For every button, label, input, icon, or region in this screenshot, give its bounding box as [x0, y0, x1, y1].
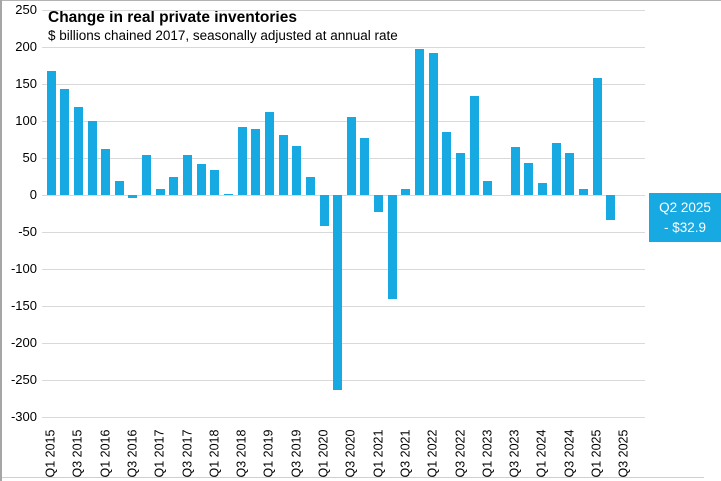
y-axis-tick-label: 50 — [22, 150, 37, 165]
bar — [401, 188, 411, 196]
x-axis-tick-label: Q3 2023 — [507, 429, 522, 478]
bar — [360, 137, 370, 196]
y-axis-tick-label: 150 — [15, 76, 37, 91]
gridline — [42, 343, 645, 344]
bar — [101, 149, 111, 196]
bar — [210, 170, 220, 196]
chart-subtitle: $ billions chained 2017, seasonally adju… — [48, 28, 398, 43]
y-axis-tick-label: 250 — [15, 2, 37, 17]
x-axis-tick-label: Q3 2017 — [180, 429, 194, 478]
x-axis-tick-label: Q3 2021 — [398, 429, 413, 478]
window-top-border — [0, 0, 721, 1]
latest-value-callout: Q2 2025 - $32.9 — [649, 193, 721, 242]
bar — [305, 176, 315, 196]
chart-bottom-frame — [2, 477, 704, 478]
gridline — [42, 84, 645, 85]
x-axis-tick-label: Q1 2025 — [589, 429, 604, 478]
bar — [537, 182, 547, 196]
callout-period-label: Q2 2025 — [659, 199, 711, 215]
x-axis-tick-label: Q1 2023 — [480, 429, 495, 478]
bar — [169, 176, 179, 196]
y-axis-tick-label: -200 — [10, 335, 37, 350]
bar — [196, 164, 206, 196]
gridline — [42, 306, 645, 307]
bar — [155, 189, 165, 196]
bar — [73, 106, 83, 196]
x-axis-tick-label: Q1 2022 — [425, 429, 440, 478]
bar — [60, 88, 70, 196]
bar — [442, 131, 452, 196]
bar — [510, 146, 520, 196]
bar — [224, 193, 233, 196]
bar — [346, 116, 356, 196]
gridline — [42, 121, 645, 122]
bar — [578, 188, 588, 196]
bar — [292, 145, 302, 196]
gridline — [42, 417, 645, 418]
gridline — [42, 269, 645, 270]
y-axis-tick-label: -150 — [10, 298, 37, 313]
callout-value-label: - $32.9 — [663, 219, 707, 235]
y-axis-tick-label: -250 — [10, 372, 37, 387]
y-axis-tick-label: 100 — [15, 113, 37, 128]
x-axis-tick-label: Q3 2025 — [616, 429, 631, 478]
x-axis-tick-label: Q3 2019 — [289, 429, 304, 478]
bar — [483, 180, 493, 196]
gridline — [42, 158, 645, 159]
bar — [387, 195, 397, 299]
x-axis-tick-label: Q1 2018 — [207, 429, 222, 478]
x-axis-tick-label: Q3 2022 — [453, 429, 467, 478]
gridline — [42, 47, 645, 48]
gridline — [42, 10, 645, 11]
y-axis-tick-label: -50 — [18, 224, 37, 239]
bar — [278, 134, 288, 196]
bar — [606, 195, 616, 220]
x-axis-tick-label: Q3 2024 — [562, 429, 577, 478]
x-axis-tick-label: Q1 2015 — [43, 429, 58, 478]
x-axis-tick-label: Q1 2024 — [534, 429, 549, 478]
bar — [319, 195, 329, 226]
bar — [374, 195, 384, 213]
y-axis-tick-label: -100 — [10, 261, 37, 276]
bar — [456, 153, 465, 196]
x-axis-tick-label: Q3 2018 — [234, 429, 249, 478]
bar — [415, 48, 425, 196]
bar — [592, 77, 602, 196]
bar — [428, 52, 438, 196]
bar — [114, 181, 124, 196]
bar — [183, 154, 192, 196]
bar — [551, 142, 561, 196]
bar — [251, 129, 261, 196]
x-axis-tick-label: Q1 2019 — [261, 429, 276, 478]
x-axis-tick-label: Q3 2016 — [125, 429, 140, 478]
bar — [46, 71, 56, 196]
bar — [524, 162, 534, 196]
bar — [142, 154, 152, 196]
bar — [237, 126, 247, 196]
bar — [128, 195, 138, 199]
x-axis-tick-label: Q3 2020 — [343, 429, 358, 478]
x-axis-tick-label: Q1 2016 — [98, 429, 113, 478]
bar — [87, 121, 97, 196]
x-axis-tick-label: Q1 2020 — [316, 429, 331, 478]
bar — [469, 96, 479, 196]
window-left-border — [0, 0, 2, 481]
bar — [333, 195, 343, 390]
x-axis-tick-label: Q3 2015 — [70, 429, 85, 478]
gridline — [42, 380, 645, 381]
gridline — [42, 232, 645, 233]
x-axis-tick-label: Q1 2021 — [371, 429, 386, 478]
bar — [264, 111, 274, 196]
y-axis-tick-label: 0 — [29, 187, 37, 202]
x-axis-tick-label: Q1 2017 — [152, 429, 167, 478]
chart-title: Change in real private inventories — [48, 9, 297, 26]
y-axis-tick-label: -300 — [10, 409, 37, 424]
y-axis-tick-label: 200 — [15, 39, 37, 54]
gridline — [42, 195, 645, 196]
bar — [565, 153, 575, 196]
